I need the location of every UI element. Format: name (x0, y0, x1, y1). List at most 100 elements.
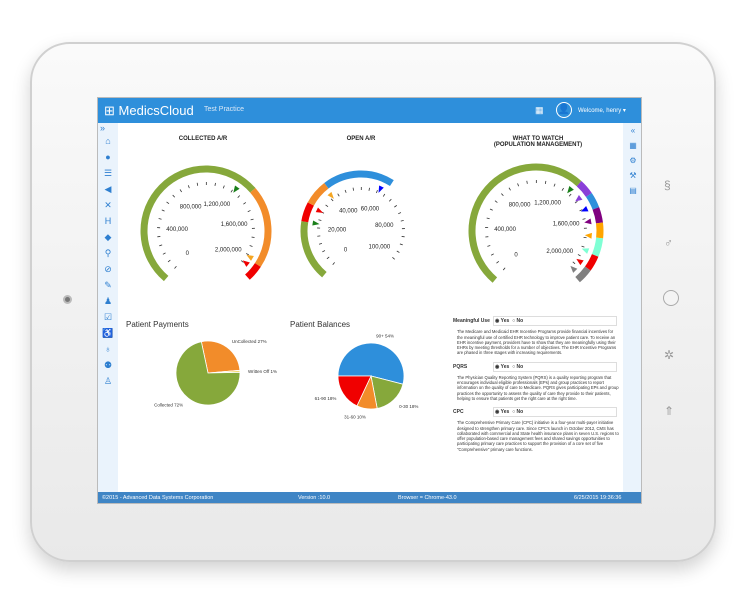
gauge-tick (526, 180, 528, 184)
gauge-tick (326, 256, 330, 260)
gauge-tick (162, 252, 166, 255)
calendar-icon[interactable]: ▦ (535, 105, 544, 115)
radio-no[interactable]: ○ No (512, 318, 524, 324)
radio-yes[interactable]: ◉ Yes (495, 409, 510, 415)
gauge-band (140, 165, 256, 282)
checklist-icon[interactable]: ☑ (103, 312, 113, 322)
grid-icon[interactable]: ▦ (629, 141, 637, 150)
gauge-marker (312, 220, 320, 226)
gauge-marker (242, 260, 250, 267)
gauge-tick (399, 243, 403, 246)
radio-no[interactable]: ○ No (512, 363, 524, 370)
program-description: The Comprehensive Primary Care (CPC) ini… (457, 420, 619, 452)
gauge-tick-label: 40,000 (339, 209, 358, 215)
gauge-band (585, 193, 600, 210)
family-icon[interactable]: ⚉ (103, 360, 113, 370)
header: ⊞ MedicsCloud Test Practice ▦ 👤 Welcome,… (98, 98, 641, 123)
gauge-tick (179, 189, 182, 193)
gauge-tick (318, 219, 322, 221)
program-section: Meaningful Use ◉ Yes ○ No The Medicare and… (453, 316, 621, 356)
hardware-icon: ⇑ (664, 404, 675, 418)
gauge-tick (400, 219, 404, 222)
wheelchair-icon[interactable]: ♿ (102, 328, 114, 338)
gauge-band (576, 181, 592, 198)
avatar[interactable]: 👤 (556, 102, 572, 118)
pie-label: Collected 72% (154, 402, 183, 407)
gauge-tick (250, 218, 254, 221)
gauge-tick (581, 245, 585, 248)
gauge-band (592, 207, 603, 224)
gauge-tick (325, 204, 329, 207)
syringe-icon[interactable]: ⚲ (104, 248, 112, 258)
pills-icon[interactable]: ◆ (104, 232, 112, 242)
medkit-icon: ⊞ (104, 103, 115, 118)
hospital-icon[interactable]: H (104, 216, 112, 226)
radio-no[interactable]: ○ No (512, 409, 524, 415)
user-icon[interactable]: ● (105, 152, 111, 162)
gauge-tick (368, 187, 370, 191)
gauge-marker (327, 191, 334, 199)
user-menu[interactable]: Welcome, henry ▾ (578, 108, 626, 114)
book-icon[interactable]: ▤ (629, 186, 637, 195)
collapse-icon[interactable]: « (630, 126, 636, 135)
gauge-tick-label: 60,000 (361, 207, 380, 213)
list-icon[interactable]: ☰ (103, 168, 113, 178)
screen: ⊞ MedicsCloud Test Practice ▦ 👤 Welcome,… (97, 97, 642, 504)
gauge-tick (158, 218, 162, 220)
edit-icon[interactable]: ✎ (104, 280, 112, 290)
gauge-band (468, 163, 582, 283)
pie-slice (175, 341, 241, 406)
footer: ©2015 - Advanced Data Systems Corporatio… (98, 492, 641, 503)
radio-yes[interactable]: ◉ Yes (495, 363, 510, 370)
bottle-icon[interactable]: ♁ (104, 344, 112, 354)
gauge-tick (501, 193, 504, 197)
bandage-icon[interactable]: ⊘ (104, 264, 112, 274)
program-name: Meaningful Use (453, 318, 490, 324)
gears-icon[interactable]: ⚙ (629, 156, 637, 165)
program-name: PQRS (453, 363, 468, 370)
gauge-tick (382, 193, 386, 197)
app-logo[interactable]: ⊞ MedicsCloud (104, 103, 194, 118)
wrench-icon[interactable]: ⚒ (629, 171, 637, 180)
gauge-tick (196, 182, 199, 186)
gauge-tick (577, 254, 581, 257)
gauge-marker (580, 206, 589, 212)
gauge-tick-label: 400,000 (166, 227, 188, 233)
gauge-tick (167, 259, 171, 263)
gauge-tick (394, 205, 398, 208)
gauge-tick (337, 193, 340, 197)
gauge-tick (240, 260, 244, 263)
gauge-band (596, 222, 604, 239)
gauge-band (250, 188, 272, 267)
gauge-band (575, 266, 591, 283)
gauge-band (301, 202, 314, 223)
gauge-tick-label: 0 (514, 253, 518, 259)
quality-programs-panel: Meaningful Use ◉ Yes ○ No The Medicare and… (453, 316, 621, 458)
gauge-tick (247, 210, 251, 213)
person-icon[interactable]: ♙ (103, 376, 113, 386)
stethoscope-icon[interactable]: ✕ (104, 200, 112, 210)
home-icon[interactable]: ⌂ (105, 136, 111, 146)
gauge-tick (318, 243, 323, 245)
expand-icon[interactable]: » (100, 123, 106, 133)
pie-label: 0-30 18% (399, 404, 418, 409)
pie-label: Written Off 1% (248, 369, 277, 374)
radio-yes[interactable]: ◉ Yes (495, 318, 510, 324)
gauge-marker (584, 218, 592, 225)
pie-slice (337, 375, 372, 407)
pie-label: 61-90 18% (315, 396, 337, 401)
gauge-tick (489, 208, 493, 211)
hardware-icon: § (664, 178, 671, 192)
left-sidebar: » ⌂ ● ☰ ◀ ✕ H ◆ ⚲ ⊘ ✎ ♟ ☑ ♿ ♁ ⚉ ♙ (98, 123, 118, 492)
right-sidebar: « ▦ ⚙ ⚒ ▤ (623, 123, 641, 492)
home-button[interactable] (663, 290, 679, 306)
gauge-tick (245, 253, 249, 256)
gauge-marker (576, 258, 584, 266)
gauge-tick-label: 800,000 (509, 203, 531, 209)
gauge-band (584, 254, 599, 271)
megaphone-icon[interactable]: ◀ (104, 184, 112, 194)
yes-no-radio: ◉ Yes ○ No (493, 407, 617, 418)
gauge-title: COLLECTED A/R (178, 136, 228, 142)
user-tag-icon[interactable]: ♟ (103, 296, 113, 306)
